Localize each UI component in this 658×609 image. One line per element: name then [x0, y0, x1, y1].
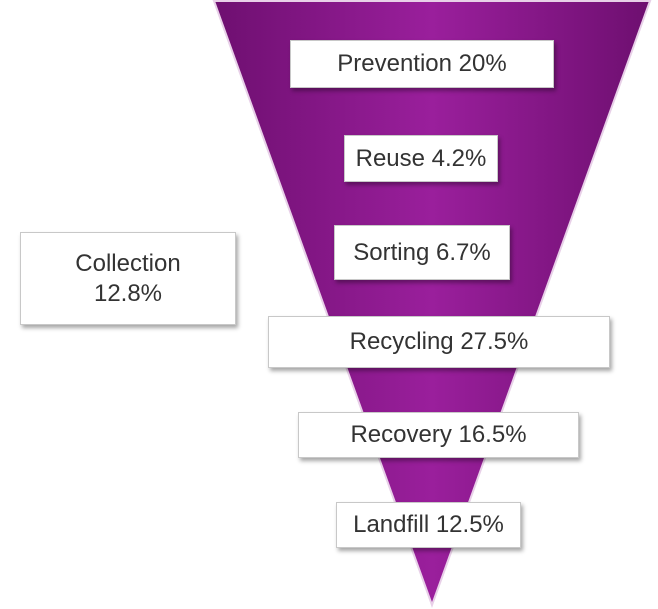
level-box: Recovery 16.5% [298, 412, 579, 458]
collection-box: Collection 12.8% [20, 232, 236, 325]
level-box: Sorting 6.7% [334, 225, 510, 280]
collection-line: 12.8% [93, 279, 163, 307]
level-box: Landfill 12.5% [336, 502, 521, 548]
level-box: Prevention 20% [290, 40, 554, 88]
level-box: Reuse 4.2% [344, 135, 498, 182]
inverted-triangle [212, 0, 652, 608]
collection-line: Collection [75, 249, 181, 277]
level-box: Recycling 27.5% [268, 316, 610, 368]
